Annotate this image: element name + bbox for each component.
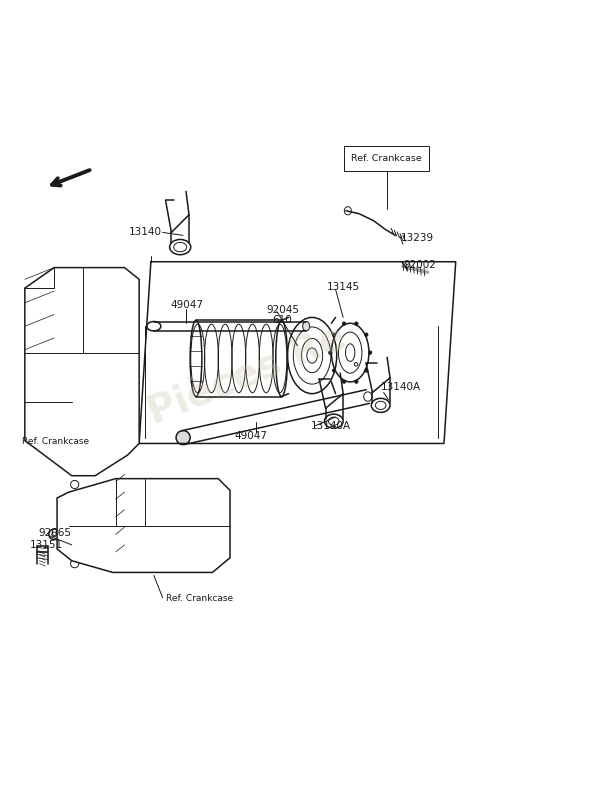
Ellipse shape (332, 369, 336, 372)
Ellipse shape (355, 322, 358, 325)
Text: 13140: 13140 (129, 228, 162, 237)
Ellipse shape (176, 431, 190, 444)
Text: Ref. Crankcase: Ref. Crankcase (166, 594, 233, 603)
Text: 13145: 13145 (327, 282, 360, 292)
Polygon shape (25, 268, 139, 475)
Text: 610: 610 (272, 316, 292, 325)
Text: Pièces Re: Pièces Re (143, 319, 352, 433)
Text: 13151: 13151 (29, 540, 62, 551)
Ellipse shape (365, 369, 368, 372)
Text: 13140A: 13140A (381, 382, 421, 392)
Ellipse shape (329, 351, 332, 355)
Text: 92002: 92002 (403, 260, 436, 270)
Ellipse shape (368, 351, 372, 355)
Polygon shape (57, 479, 230, 572)
Ellipse shape (342, 322, 346, 325)
Ellipse shape (332, 333, 336, 336)
Text: 92045: 92045 (266, 305, 299, 316)
Text: Ref. Crankcase: Ref. Crankcase (352, 154, 422, 163)
Ellipse shape (365, 333, 368, 336)
Text: 49047: 49047 (170, 300, 203, 309)
Text: 49047: 49047 (234, 431, 268, 441)
Ellipse shape (355, 380, 358, 384)
Bar (345, 146, 429, 171)
Ellipse shape (303, 321, 310, 331)
Text: 92065: 92065 (38, 528, 71, 539)
Ellipse shape (342, 380, 346, 384)
Text: 13140A: 13140A (310, 421, 350, 431)
Text: Ref. Crankcase: Ref. Crankcase (22, 437, 89, 446)
Text: 13239: 13239 (401, 233, 434, 243)
